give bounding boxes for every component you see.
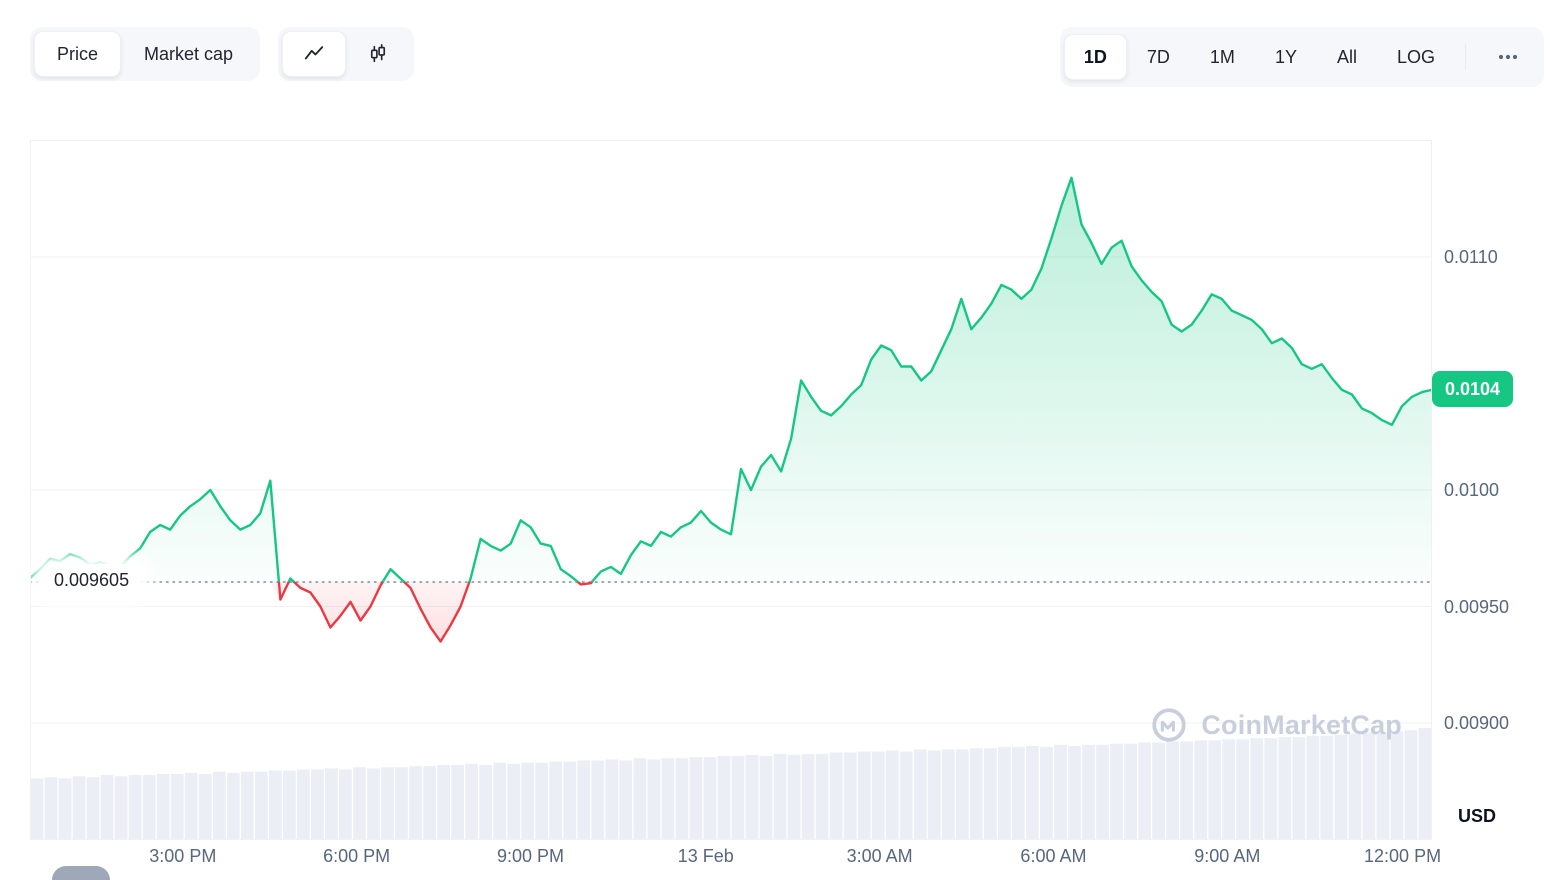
- range-tab-1d[interactable]: 1D: [1063, 34, 1127, 80]
- x-axis: 3:00 PM 6:00 PM 9:00 PM 13 Feb 3:00 AM 6:00 A…: [30, 846, 1441, 872]
- bottom-left-partial-element: [52, 866, 110, 880]
- range-items: 1D 7D 1M 1Y All LOG: [1063, 34, 1455, 80]
- current-price-badge: 0.0104: [1432, 370, 1514, 407]
- tab-market-cap[interactable]: Market cap: [121, 31, 256, 77]
- tab-price[interactable]: Price: [34, 31, 122, 77]
- range-tab-7d[interactable]: 7D: [1127, 34, 1190, 80]
- more-options-button[interactable]: [1476, 31, 1540, 83]
- y-axis-label: 0.00950: [1444, 596, 1510, 617]
- baseline-price-label: 0.009605: [42, 564, 142, 598]
- chart-toolbar: Price Market cap: [30, 27, 1544, 87]
- metric-tabs: Price Market cap: [30, 27, 261, 81]
- ellipsis-icon: [1498, 54, 1518, 60]
- y-axis-label: 0.0100: [1444, 480, 1500, 500]
- plot-area: CoinMarketCap 0.009605: [30, 140, 1432, 840]
- x-axis-label: 6:00 PM: [323, 846, 391, 866]
- range-tab-1m[interactable]: 1M: [1190, 34, 1255, 80]
- chart-type-tabs: [278, 27, 415, 81]
- price-chart[interactable]: [30, 140, 1432, 840]
- y-axis-label: 0.00900: [1444, 713, 1510, 734]
- x-axis-label: 9:00 AM: [1194, 846, 1261, 866]
- toolbar-right: 1D 7D 1M 1Y All LOG: [1059, 27, 1544, 87]
- x-axis-label: 3:00 PM: [149, 846, 217, 866]
- range-tab-all[interactable]: All: [1317, 34, 1377, 80]
- range-tab-1y[interactable]: 1Y: [1255, 34, 1317, 80]
- x-axis-label: 12:00 PM: [1364, 846, 1442, 866]
- line-chart-icon: [304, 46, 324, 60]
- x-axis-label: 13 Feb: [677, 846, 734, 866]
- y-axis-label: 0.0110: [1444, 246, 1498, 267]
- range-tabs: 1D 7D 1M 1Y All LOG: [1059, 27, 1544, 87]
- chart-type-line-button[interactable]: [282, 31, 347, 77]
- x-axis-label: 3:00 AM: [846, 846, 913, 866]
- candlestick-icon: [371, 44, 386, 63]
- y-axis-unit-label: USD: [1458, 806, 1497, 826]
- range-tab-log[interactable]: LOG: [1377, 34, 1455, 80]
- toolbar-left: Price Market cap: [30, 27, 415, 81]
- divider: [1465, 44, 1466, 70]
- x-axis-label: 9:00 PM: [496, 846, 565, 866]
- x-axis-label: 6:00 AM: [1020, 846, 1087, 866]
- chart-type-candlestick-button[interactable]: [346, 31, 410, 77]
